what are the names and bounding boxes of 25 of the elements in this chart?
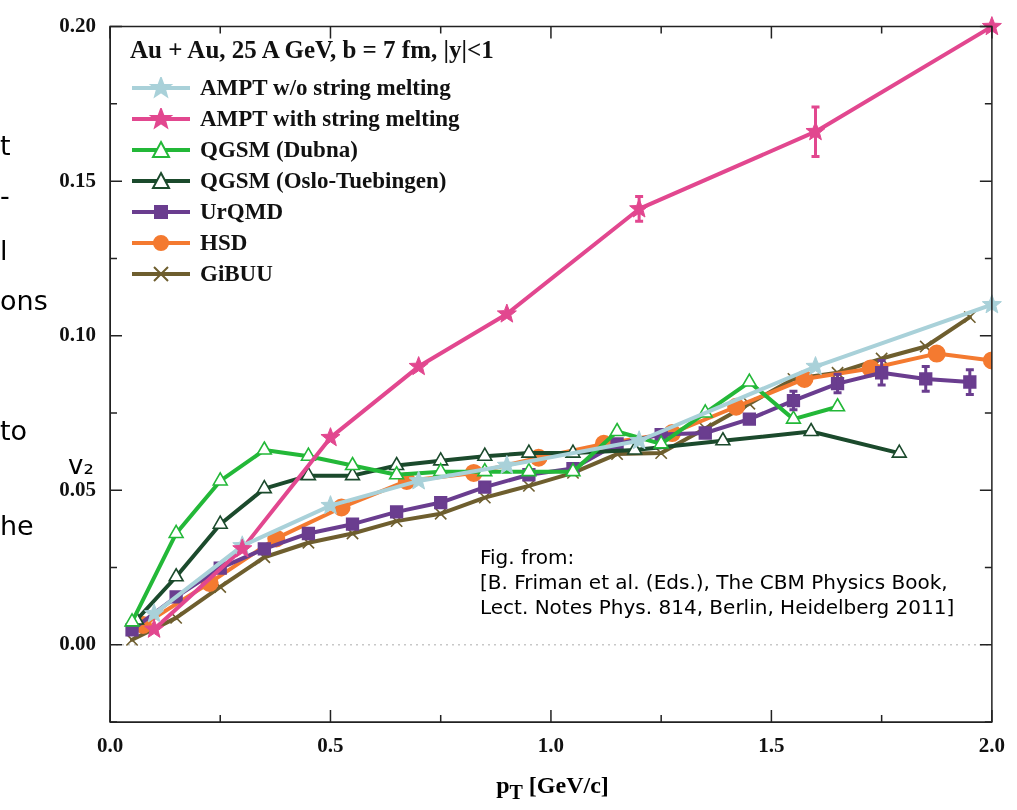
text: - <box>0 180 10 211</box>
x-axis-title: p$_{T}$ [GeV/c] <box>495 772 610 804</box>
x-tick-label: 0.0 <box>96 733 124 758</box>
text: l <box>0 235 8 266</box>
legend-label: GiBUU <box>200 260 273 287</box>
text: to <box>0 415 28 446</box>
y-tick-label: 0.10 <box>59 322 96 347</box>
chart-title: Au + Au, 25 A GeV, b = 7 fm, |y|<1 <box>130 36 494 64</box>
text: ons <box>0 285 48 316</box>
legend-label: HSD <box>200 229 248 256</box>
y-tick-label: 0.20 <box>59 13 96 38</box>
text: he <box>0 510 34 541</box>
x-tick-label: 1.0 <box>537 733 565 758</box>
legend-label: QGSM (Dubna) <box>200 136 358 163</box>
legend-label: AMPT with string melting <box>200 105 460 132</box>
annotation: Fig. from: [B. Friman et al. (Eds.), The CBM Physics Book, Lect. Notes Phys. 814, Berlin, Heidelberg 2011] <box>480 545 956 620</box>
legend-label: QGSM (Oslo-Tuebingen) <box>200 167 447 194</box>
x-tick-label: 1.5 <box>758 733 785 758</box>
text: t <box>0 130 11 161</box>
y-tick-label: 0.00 <box>59 631 96 656</box>
x-tick-label: 2.0 <box>978 733 1005 758</box>
x-tick-label: 0.5 <box>317 733 344 758</box>
legend-label: UrQMD <box>200 198 284 225</box>
y-tick-label: 0.15 <box>59 167 96 192</box>
legend-label: AMPT w/o string melting <box>200 74 451 101</box>
